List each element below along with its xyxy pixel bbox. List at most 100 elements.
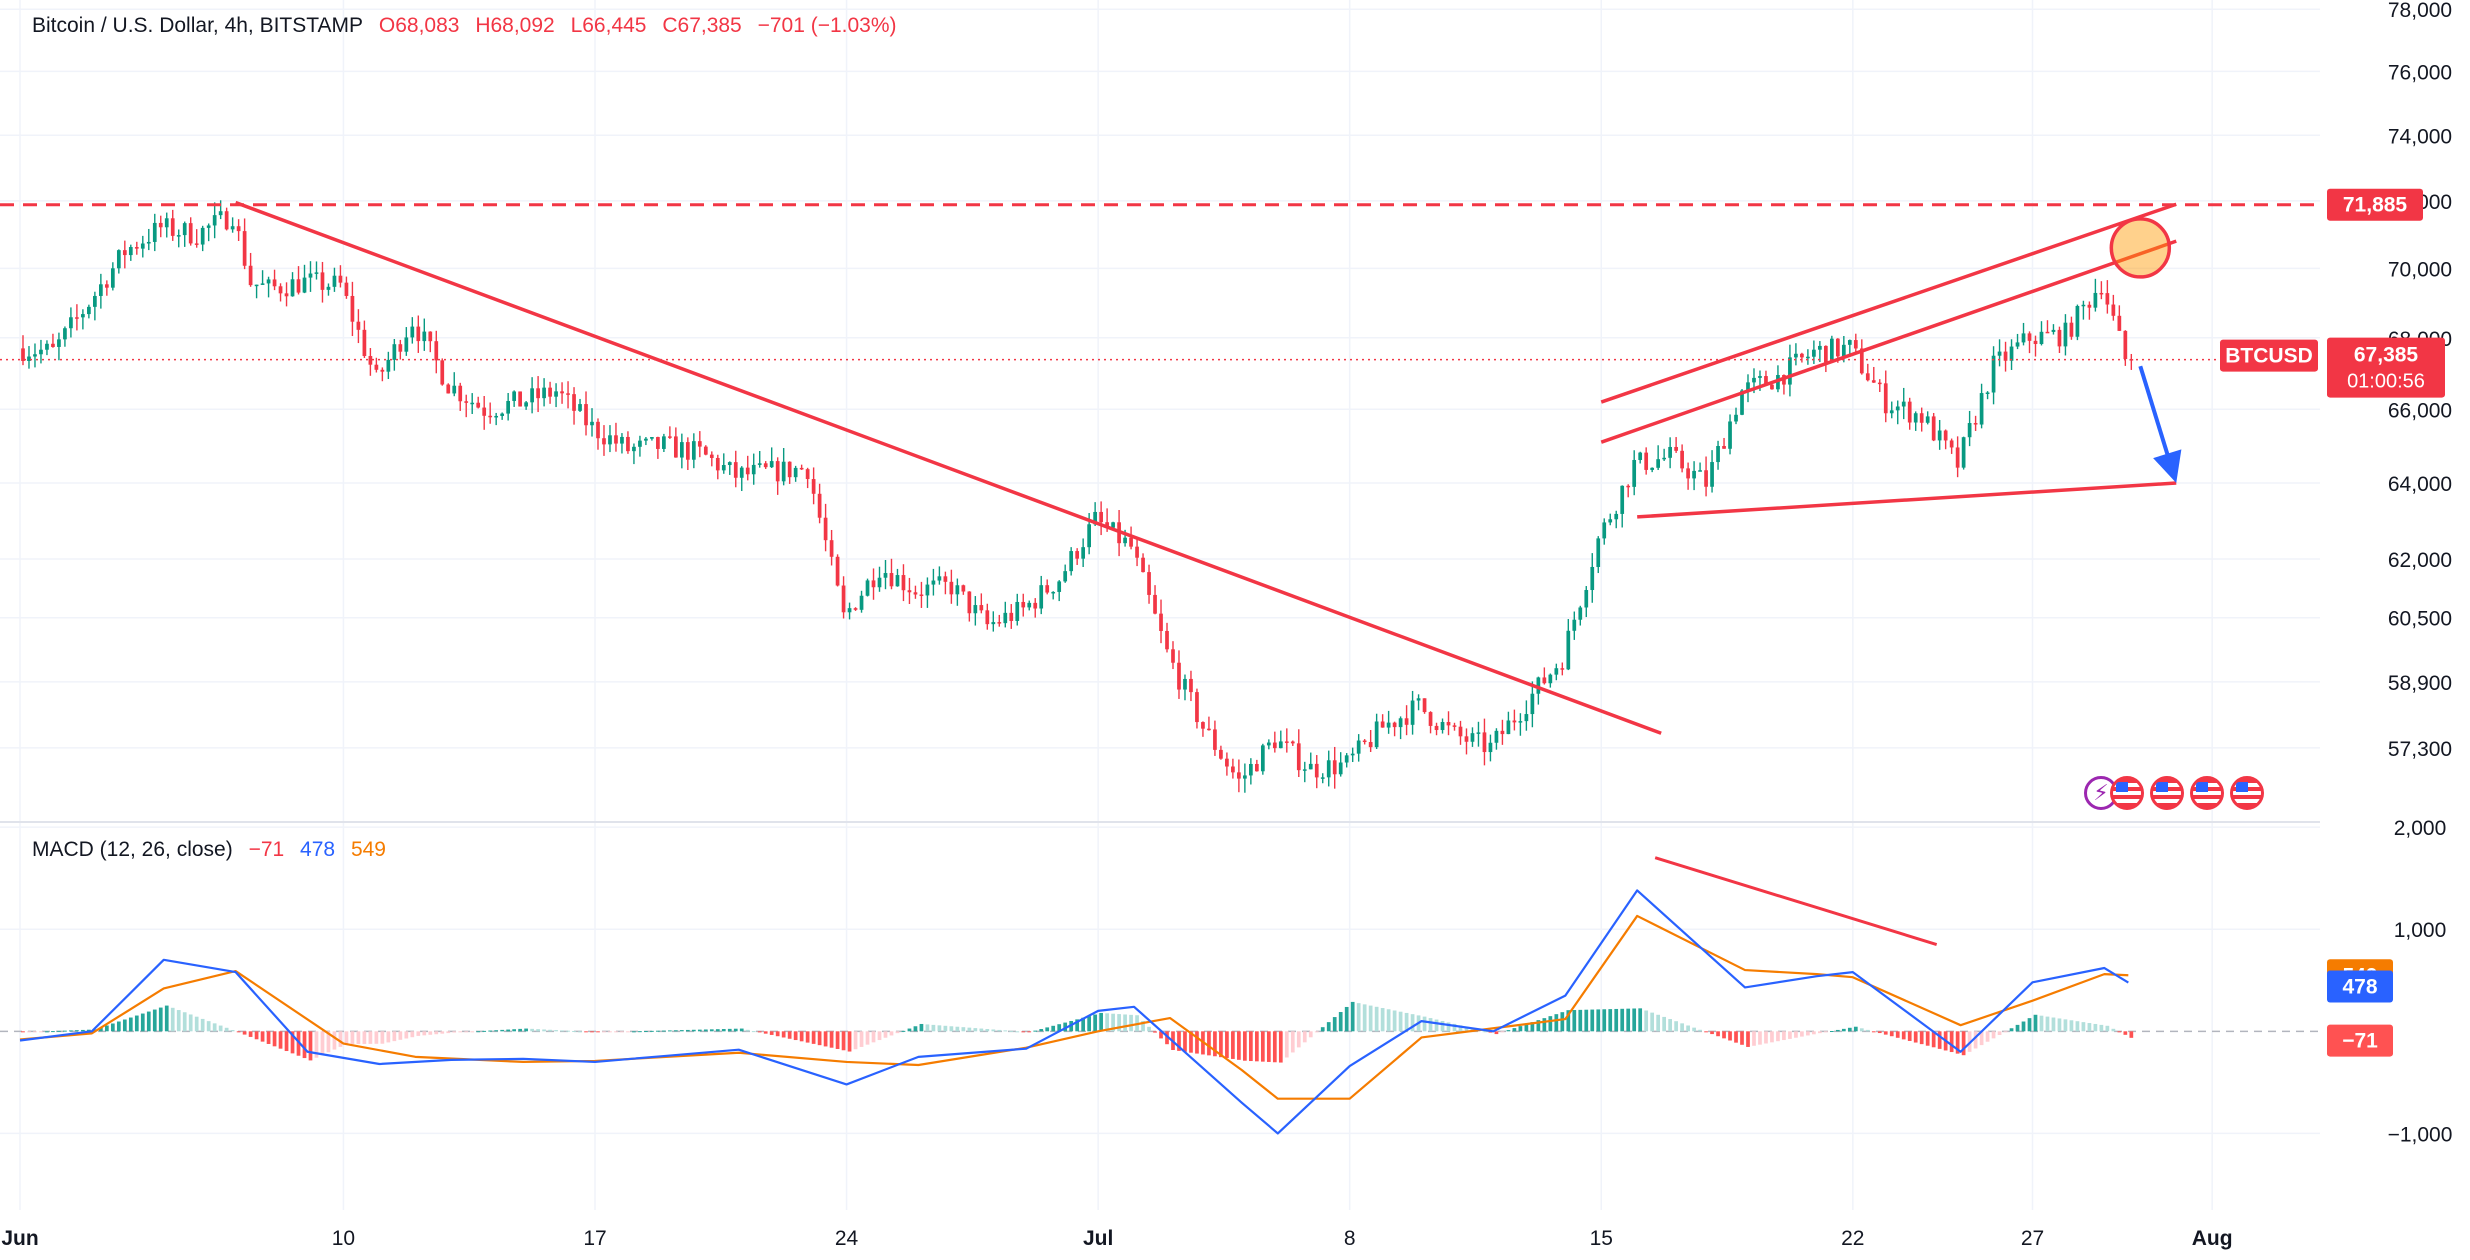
us-flag-event-icon[interactable] xyxy=(2190,776,2224,810)
macd-histogram-bar xyxy=(1452,1023,1457,1032)
macd-histogram-bar xyxy=(81,1029,85,1032)
candle-up xyxy=(93,295,97,307)
candle-up xyxy=(1847,340,1852,345)
macd-histogram-bar xyxy=(847,1031,852,1052)
macd-histogram-bar xyxy=(1386,1009,1391,1032)
candle-up xyxy=(1572,619,1577,631)
macd-histogram-bar xyxy=(1602,1009,1607,1032)
candle-down xyxy=(715,457,720,471)
macd-histogram-bar xyxy=(769,1031,774,1035)
candle-up xyxy=(1344,755,1349,763)
macd-histogram-bar xyxy=(356,1031,361,1045)
candle-up xyxy=(152,222,157,242)
macd-histogram-bar xyxy=(1021,1031,1026,1033)
candle-down xyxy=(75,317,79,319)
macd-histogram-bar xyxy=(961,1027,966,1032)
macd-histogram-bar xyxy=(224,1027,229,1032)
candle-up xyxy=(1350,753,1355,756)
macd-histogram-bar xyxy=(458,1031,463,1033)
macd-histogram-bar xyxy=(1889,1031,1894,1037)
candle-down xyxy=(1219,749,1223,759)
time-tick-label: Jul xyxy=(1083,1227,1113,1250)
candle-down xyxy=(1464,736,1469,742)
candle-up xyxy=(494,415,499,418)
candle-down xyxy=(476,402,481,408)
macd-histogram-bar xyxy=(1219,1031,1223,1058)
macd-histogram-bar xyxy=(1165,1031,1169,1045)
macd-histogram-bar xyxy=(685,1029,690,1032)
macd-histogram-bar xyxy=(536,1029,540,1032)
candle-down xyxy=(1853,340,1858,349)
macd-histogram-bar xyxy=(2069,1020,2074,1032)
candle-down xyxy=(464,401,469,403)
candle-down xyxy=(458,385,463,402)
macd-histogram-bar xyxy=(404,1031,409,1039)
trend-drawings[interactable] xyxy=(0,200,2320,946)
macd-histogram-bar xyxy=(997,1029,1002,1032)
price-tick-label: 62,000 xyxy=(2388,549,2452,572)
time-tick-label: 22 xyxy=(1841,1227,1864,1250)
candle-up xyxy=(542,387,546,399)
us-flag-event-icon[interactable] xyxy=(2110,776,2144,810)
candle-up xyxy=(1518,721,1523,723)
macd-histogram-bar xyxy=(1614,1008,1619,1032)
candle-down xyxy=(745,467,750,475)
macd-histogram-bar xyxy=(2117,1031,2122,1033)
macd-histogram-bar xyxy=(1518,1026,1523,1032)
candle-up xyxy=(326,286,331,290)
macd-histogram-bar xyxy=(1530,1022,1535,1032)
candle-down xyxy=(1626,485,1631,488)
us-flag-event-icon[interactable] xyxy=(2150,776,2184,810)
macd-tick-label: 1,000 xyxy=(2394,919,2447,942)
candle-down xyxy=(1560,668,1565,670)
symbol-title[interactable]: Bitcoin / U.S. Dollar, 4h, BITSTAMP xyxy=(32,14,364,37)
macd-histogram-bar xyxy=(1686,1025,1690,1032)
candle-up xyxy=(1925,416,1930,423)
macd-histogram-bar xyxy=(1117,1014,1121,1032)
us-flag-event-icon[interactable] xyxy=(2230,776,2264,810)
candle-down xyxy=(1195,692,1199,723)
candle-up xyxy=(1590,566,1595,591)
candle-up xyxy=(2093,292,2098,308)
macd-histogram-bar xyxy=(1266,1031,1271,1062)
candle-up xyxy=(2021,333,2026,343)
candle-up xyxy=(2051,329,2056,332)
macd-histogram-bar xyxy=(973,1028,978,1032)
candle-up xyxy=(895,575,900,587)
macd-histogram-bar xyxy=(302,1031,307,1059)
macd-histogram-bar xyxy=(656,1030,660,1032)
candle-up xyxy=(81,314,85,318)
candle-down xyxy=(1099,511,1103,523)
candle-down xyxy=(572,394,576,411)
macd-histogram-bar xyxy=(578,1031,582,1033)
candle-down xyxy=(1955,447,1960,468)
candle-up xyxy=(781,461,786,482)
macd-histogram-bar xyxy=(560,1030,564,1032)
macd-histogram-bar xyxy=(608,1031,612,1033)
macd-histogram-bar xyxy=(1087,1016,1091,1032)
candle-down xyxy=(709,454,714,458)
macd-histogram-bar xyxy=(739,1028,744,1032)
macd-histogram-bar xyxy=(482,1030,487,1032)
macd-histogram-bar xyxy=(733,1028,738,1032)
candle-up xyxy=(392,344,397,360)
candle-up xyxy=(847,608,852,613)
candle-down xyxy=(1368,742,1373,748)
macd-histogram-bar xyxy=(1913,1031,1918,1043)
macd-histogram-tag: −71 xyxy=(2342,1030,2378,1053)
macd-histogram-bar xyxy=(332,1031,337,1050)
candle-down xyxy=(548,387,552,397)
candle-up xyxy=(1656,459,1661,468)
candle-down xyxy=(2123,330,2128,360)
candle-down xyxy=(1835,338,1840,357)
macd-histogram-bar xyxy=(57,1030,61,1032)
macd-histogram-bar xyxy=(2123,1031,2128,1035)
macd-histogram-bar xyxy=(1877,1031,1882,1034)
macd-histogram-bar xyxy=(1841,1028,1846,1032)
macd-title[interactable]: MACD (12, 26, close) xyxy=(32,838,233,861)
macd-histogram-bar xyxy=(27,1031,31,1033)
macd-histogram-bar xyxy=(823,1031,828,1047)
macd-histogram-bar xyxy=(362,1031,367,1044)
channel-upper-outer-line xyxy=(1600,202,2177,404)
